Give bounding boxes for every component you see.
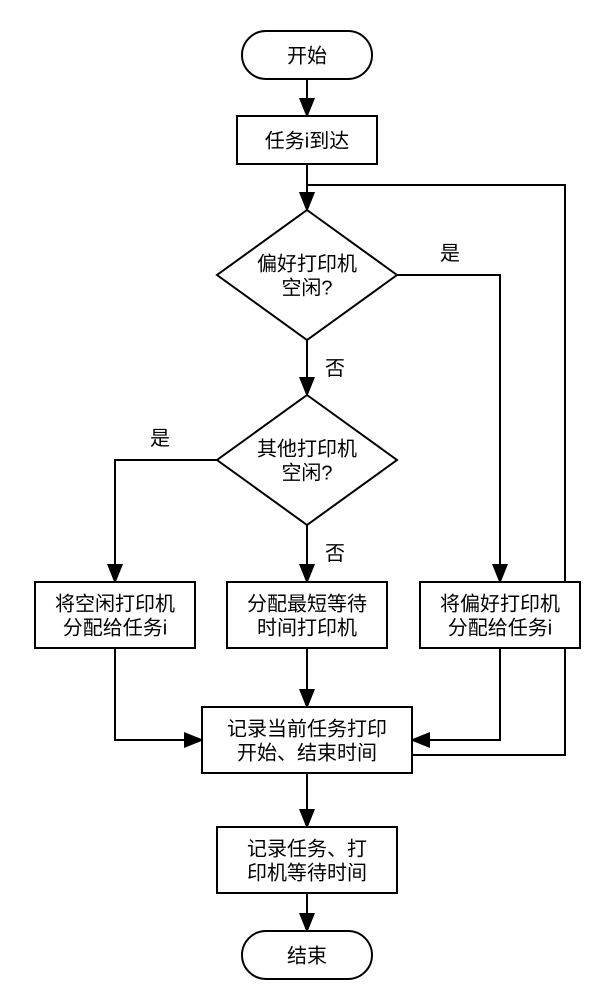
arrive-label-line0: 任务i到达 — [265, 129, 349, 152]
d2-label-line1: 空闲? — [281, 461, 332, 484]
assignShort-label-line1: 时间打印机 — [257, 616, 357, 639]
edge-label-d1-yes: 是 — [440, 243, 460, 265]
end-label: 结束 — [287, 944, 327, 967]
recStart-label-line0: 记录当前任务打印 — [227, 717, 387, 740]
assignPref-label-line1: 分配给任务i — [448, 616, 552, 639]
assignIdle-label-line0: 将空闲打印机 — [55, 592, 175, 615]
d1-label-line0: 偏好打印机 — [257, 252, 357, 275]
recStart-label-line1: 开始、结束时间 — [237, 741, 377, 764]
assignPref-label-line0: 将偏好打印机 — [440, 592, 560, 615]
edge-label-d2-no: 否 — [325, 543, 345, 565]
edge-assignIdle — [115, 648, 202, 740]
edge-label-d2-yes: 是 — [150, 428, 170, 450]
recWait-label-line0: 记录任务、打 — [247, 837, 367, 860]
assignShort-label-line0: 分配最短等待 — [247, 592, 367, 615]
recWait-label-line1: 印机等待时间 — [247, 861, 367, 884]
edge-d1-yes — [397, 275, 500, 582]
assignIdle-label-line1: 分配给任务i — [63, 616, 167, 639]
d2-label-line0: 其他打印机 — [257, 437, 357, 460]
edge-assignPref — [412, 648, 500, 740]
d1-label-line1: 空闲? — [281, 276, 332, 299]
edge-d2-yes — [115, 460, 217, 582]
edge-label-d1-no: 否 — [325, 358, 345, 380]
start-label: 开始 — [287, 44, 327, 67]
